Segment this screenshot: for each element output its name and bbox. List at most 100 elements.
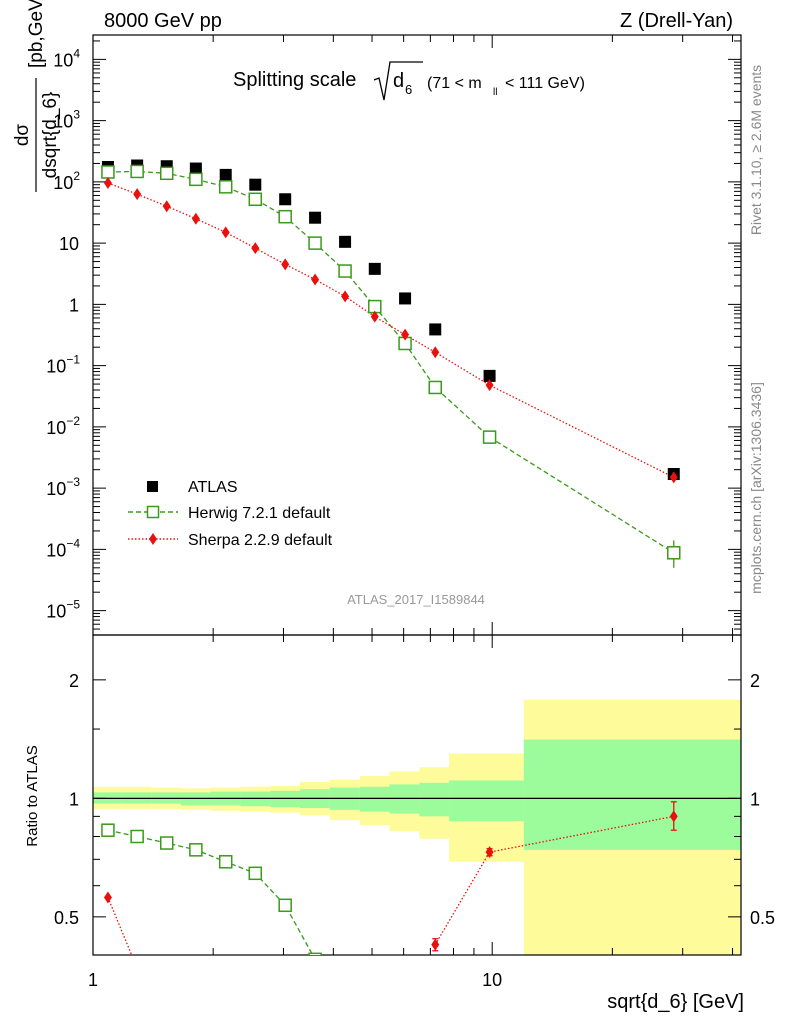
- y-tick-label: 10−2: [46, 414, 80, 438]
- sherpa-point: [251, 242, 260, 255]
- herwig-point: [130, 164, 144, 179]
- ratio-y-tick-label-left: 2: [69, 671, 79, 691]
- ratio-y-tick-label-right: 0.5: [750, 908, 775, 928]
- herwig-point: [218, 180, 233, 194]
- atlas-point: [399, 292, 412, 305]
- herwig-ratio-point: [218, 855, 233, 869]
- herwig-ratio-point: [101, 823, 115, 837]
- ratio-frame: [92, 634, 742, 956]
- main-y-axis-label: dσ dsqrt{d_6} [pb,GeV -1 ]: [12, 0, 61, 192]
- sherpa-point: [370, 310, 379, 323]
- herwig-ratio-point: [130, 829, 144, 844]
- herwig-point: [159, 166, 174, 181]
- herwig-ratio-point: [278, 898, 292, 913]
- y-tick-label: 102: [53, 169, 80, 193]
- x-tick-labels: 1 10: [88, 970, 502, 990]
- herwig-point: [428, 380, 442, 395]
- legend-entry-sherpa: Sherpa 2.2.9 default: [128, 532, 333, 549]
- legend-entry-atlas: ATLAS: [147, 479, 238, 496]
- sqrt-symbol: [373, 61, 423, 101]
- title-symbol: d: [393, 70, 404, 92]
- y-label-denominator: dsqrt{d_6}: [40, 92, 61, 179]
- x-tick-label: 1: [88, 970, 98, 990]
- sherpa-point: [311, 273, 320, 286]
- band-inner-bin: [359, 786, 390, 812]
- ratio-y-tick-label-left: 1: [69, 789, 79, 809]
- title-cut-subscript: ll: [493, 87, 497, 98]
- analysis-watermark: ATLAS_2017_I1589844: [347, 592, 485, 607]
- herwig-point: [667, 546, 681, 560]
- atlas-point: [219, 168, 232, 181]
- atlas-point: [279, 193, 292, 206]
- x-tick-label: 10: [482, 970, 502, 990]
- herwig-ratio-point: [308, 952, 322, 955]
- ratio-y-tick-label-right: 1: [750, 789, 760, 809]
- sherpa-point: [401, 328, 410, 341]
- legend-label-herwig: Herwig 7.2.1 default: [188, 505, 331, 522]
- ratio-series: [101, 801, 678, 974]
- y-tick-label: 10−4: [46, 536, 80, 560]
- herwig-point: [482, 430, 497, 444]
- sherpa-ratio-point: [431, 938, 440, 951]
- atlas-point: [368, 262, 381, 275]
- atlas-point: [483, 369, 496, 382]
- atlas-point: [309, 211, 322, 224]
- sherpa-point: [191, 212, 200, 225]
- sherpa-ratio-point: [133, 962, 141, 974]
- y-label-numerator: dσ: [12, 124, 33, 147]
- ratio-y-axis-label: Ratio to ATLAS: [24, 745, 41, 846]
- atlas-point: [249, 178, 262, 191]
- herwig-point: [101, 165, 115, 179]
- atlas-point: [189, 162, 202, 175]
- band-inner-bin: [449, 780, 524, 822]
- y-tick-label: 104: [53, 46, 80, 70]
- plot-title: Splitting scale d 6 (71 < m ll < 111 GeV…: [233, 61, 585, 101]
- sherpa-point: [133, 188, 142, 201]
- ratio-uncertainty-bands: [93, 699, 741, 955]
- sherpa-point: [669, 471, 678, 484]
- legend-entry-herwig: Herwig 7.2.1 default: [128, 505, 331, 522]
- atlas-point: [339, 235, 352, 248]
- header-beam: 8000 GeV pp: [104, 10, 222, 32]
- title-cut: (71 < m: [427, 75, 482, 92]
- sherpa-ratio-line-low: [107, 897, 133, 955]
- y-tick-label: 10−5: [46, 598, 80, 622]
- band-inner-bin: [270, 790, 300, 808]
- band-inner-bin: [419, 782, 450, 817]
- sherpa-point: [431, 346, 440, 359]
- sherpa-ratio-point: [485, 846, 494, 859]
- y-tick-label: 103: [53, 108, 80, 132]
- atlas-point: [429, 323, 442, 336]
- sherpa-ratio-point: [669, 810, 678, 823]
- y-tick-label: 10−3: [46, 475, 80, 499]
- legend: ATLAS Herwig 7.2.1 default Sherpa 2.2.9 …: [128, 479, 333, 549]
- band-inner-bin: [389, 784, 420, 814]
- y-tick-label: 10−1: [46, 353, 80, 377]
- title-subscript: 6: [405, 82, 412, 97]
- herwig-point: [278, 209, 292, 224]
- herwig-ratio-point: [189, 843, 203, 857]
- sherpa-point: [162, 200, 171, 213]
- legend-label-sherpa: Sherpa 2.2.9 default: [188, 532, 333, 549]
- sherpa-ratio-point: [103, 891, 112, 904]
- herwig-ratio-point: [248, 866, 263, 881]
- ratio-y-tick-label-right: 2: [750, 671, 760, 691]
- legend-marker-atlas: [147, 481, 158, 492]
- x-axis-label: sqrt{d_6} [GeV]: [607, 991, 744, 1013]
- ratio-y-tick-labels: 0.5 0.5 1 1 2 2: [54, 671, 775, 928]
- herwig-ratio-point: [159, 836, 174, 850]
- sherpa-ratio-line-high: [434, 815, 674, 945]
- y-tick-label: 1: [69, 295, 79, 315]
- herwig-point: [248, 192, 263, 207]
- sherpa-point: [485, 379, 494, 392]
- axis-ticks: [92, 35, 741, 956]
- title-prefix: Splitting scale: [233, 69, 356, 91]
- header-process: Z (Drell-Yan): [620, 10, 733, 32]
- y-label-unit: [pb,GeV: [26, 0, 47, 68]
- legend-marker-herwig: [146, 505, 160, 519]
- main-series: [101, 159, 681, 568]
- herwig-point: [189, 172, 203, 187]
- band-inner-bin: [523, 739, 741, 850]
